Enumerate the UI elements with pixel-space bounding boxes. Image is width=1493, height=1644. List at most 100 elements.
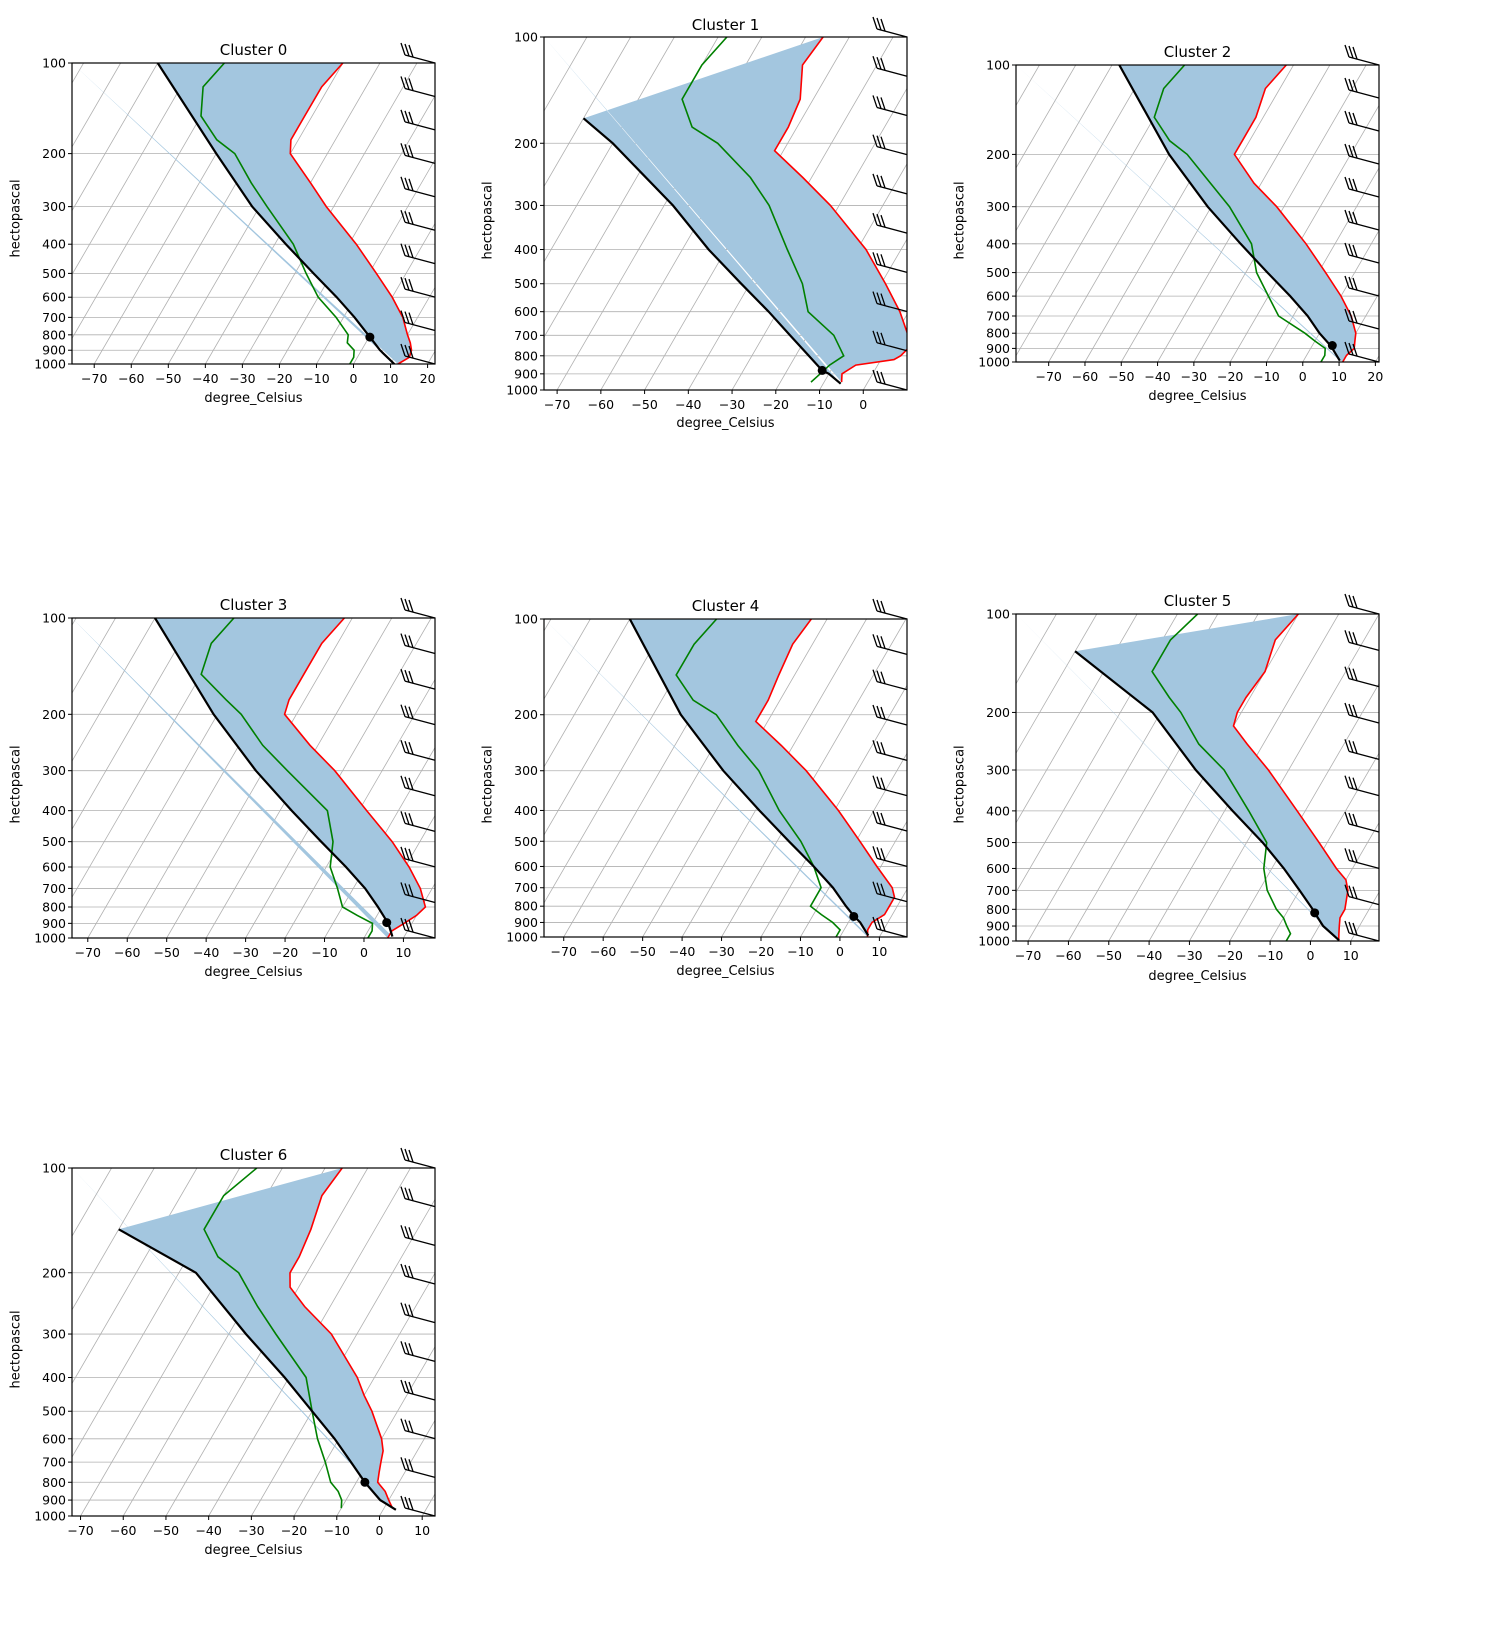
svg-text:−20: −20 (272, 945, 298, 960)
svg-text:700: 700 (514, 328, 538, 343)
svg-text:1000: 1000 (978, 355, 1010, 370)
x-axis-label: degree_Celsius (676, 964, 775, 979)
svg-text:10: 10 (871, 944, 887, 959)
svg-text:500: 500 (42, 834, 66, 849)
skewt-panel-cluster-2: Cluster 2 hectopascal degree_Celsius 100… (0, 0, 1493, 440)
svg-text:−10: −10 (806, 397, 832, 412)
svg-text:−70: −70 (1015, 948, 1041, 963)
svg-text:20: 20 (1367, 369, 1383, 384)
svg-text:−20: −20 (1217, 369, 1243, 384)
svg-text:500: 500 (514, 276, 538, 291)
svg-text:900: 900 (514, 366, 538, 381)
svg-text:800: 800 (42, 899, 66, 914)
svg-text:−10: −10 (324, 1523, 350, 1538)
svg-text:300: 300 (986, 199, 1010, 214)
svg-text:−40: −40 (193, 945, 219, 960)
svg-text:200: 200 (986, 147, 1010, 162)
panel-title: Cluster 3 (219, 596, 288, 614)
x-axis-label: degree_Celsius (204, 391, 303, 406)
svg-text:−20: −20 (1217, 948, 1243, 963)
svg-text:1000: 1000 (978, 934, 1010, 949)
svg-text:700: 700 (514, 880, 538, 895)
svg-text:−50: −50 (154, 945, 180, 960)
svg-text:200: 200 (42, 1265, 66, 1280)
svg-text:300: 300 (42, 199, 66, 214)
svg-text:600: 600 (986, 289, 1010, 304)
skewt-panel-cluster-1: Cluster 1 hectopascal degree_Celsius 100… (0, 0, 1493, 460)
svg-text:−60: −60 (118, 371, 144, 386)
svg-text:700: 700 (42, 310, 66, 325)
svg-text:0: 0 (360, 945, 368, 960)
skewt-panel-cluster-5: Cluster 5 hectopascal degree_Celsius 100… (953, 592, 1380, 984)
svg-text:300: 300 (986, 763, 1010, 778)
x-axis-label: degree_Celsius (1148, 389, 1247, 404)
panel-title: Cluster 1 (691, 16, 760, 34)
svg-text:−30: −30 (238, 1523, 264, 1538)
svg-text:700: 700 (42, 1455, 66, 1470)
svg-text:−50: −50 (1096, 948, 1122, 963)
svg-text:400: 400 (42, 803, 66, 818)
svg-text:−20: −20 (266, 371, 292, 386)
x-axis-label: degree_Celsius (204, 965, 303, 980)
svg-text:800: 800 (986, 902, 1010, 917)
svg-text:−60: −60 (590, 944, 616, 959)
svg-text:−60: −60 (1055, 948, 1081, 963)
svg-text:−40: −40 (195, 1523, 221, 1538)
svg-text:−10: −10 (1257, 948, 1283, 963)
svg-text:−60: −60 (588, 397, 614, 412)
svg-text:200: 200 (986, 705, 1010, 720)
svg-text:400: 400 (42, 1370, 66, 1385)
svg-text:700: 700 (42, 881, 66, 896)
svg-text:1000: 1000 (34, 1509, 66, 1524)
svg-text:−30: −30 (708, 944, 734, 959)
svg-text:700: 700 (986, 883, 1010, 898)
svg-text:20: 20 (420, 371, 436, 386)
svg-text:500: 500 (986, 835, 1010, 850)
svg-text:900: 900 (986, 919, 1010, 934)
svg-text:600: 600 (42, 1431, 66, 1446)
svg-text:−30: −30 (232, 945, 258, 960)
svg-text:600: 600 (514, 859, 538, 874)
svg-text:0: 0 (1306, 948, 1314, 963)
svg-text:800: 800 (42, 1475, 66, 1490)
svg-text:1000: 1000 (34, 931, 66, 946)
svg-text:0: 0 (376, 1523, 384, 1538)
svg-text:−70: −70 (544, 397, 570, 412)
svg-text:0: 0 (836, 944, 844, 959)
svg-text:−30: −30 (719, 397, 745, 412)
svg-text:−40: −40 (1136, 948, 1162, 963)
x-axis-label: degree_Celsius (676, 416, 775, 431)
svg-text:100: 100 (986, 607, 1010, 622)
svg-text:−20: −20 (281, 1523, 307, 1538)
svg-text:300: 300 (42, 763, 66, 778)
svg-text:0: 0 (350, 371, 358, 386)
x-axis-label: degree_Celsius (1148, 969, 1247, 984)
svg-text:−50: −50 (631, 397, 657, 412)
svg-text:10: 10 (383, 371, 399, 386)
svg-text:10: 10 (414, 1523, 430, 1538)
svg-text:100: 100 (42, 56, 66, 71)
svg-text:200: 200 (42, 707, 66, 722)
svg-text:500: 500 (42, 1404, 66, 1419)
svg-text:1000: 1000 (506, 383, 538, 398)
svg-text:400: 400 (986, 236, 1010, 251)
svg-text:−50: −50 (1108, 369, 1134, 384)
svg-text:−20: −20 (763, 397, 789, 412)
svg-text:900: 900 (42, 916, 66, 931)
svg-text:−40: −40 (675, 397, 701, 412)
svg-text:200: 200 (42, 146, 66, 161)
svg-text:1000: 1000 (506, 930, 538, 945)
svg-text:−60: −60 (1072, 369, 1098, 384)
svg-text:−60: −60 (114, 945, 140, 960)
svg-text:10: 10 (1331, 369, 1347, 384)
svg-text:400: 400 (42, 237, 66, 252)
svg-text:−30: −30 (1181, 369, 1207, 384)
svg-text:300: 300 (514, 198, 538, 213)
panel-title: Cluster 6 (219, 1146, 288, 1164)
panel-title: Cluster 0 (219, 41, 288, 59)
svg-text:−40: −40 (1144, 369, 1170, 384)
